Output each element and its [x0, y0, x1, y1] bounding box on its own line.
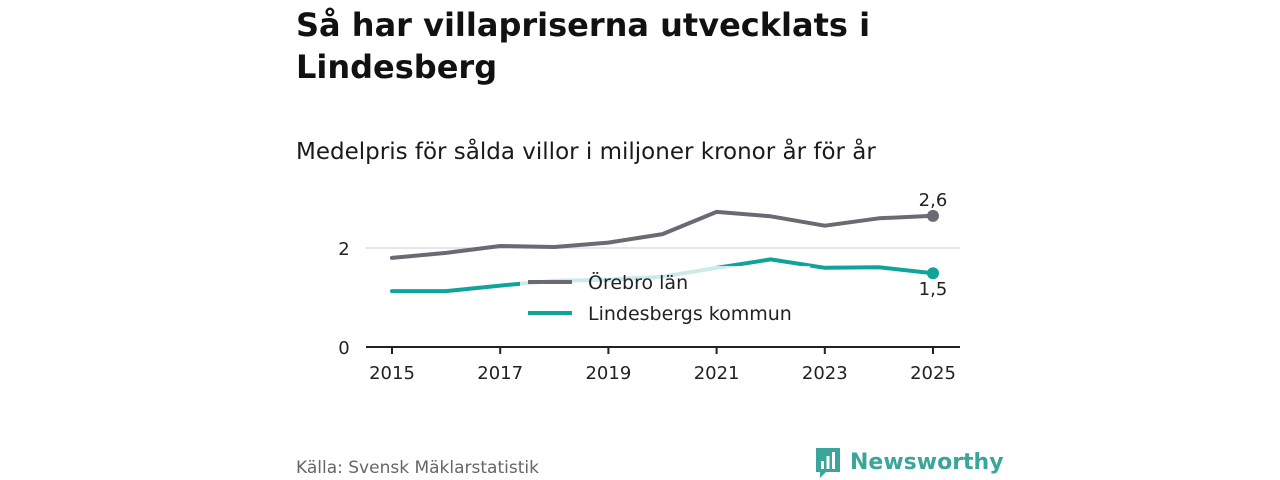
x-tick-label: 2015: [369, 363, 415, 384]
source-note: Källa: Svensk Mäklarstatistik: [296, 458, 539, 478]
series-end-point: [927, 267, 939, 280]
x-tick-label: 2017: [477, 363, 523, 384]
end-value-label: 1,5: [919, 279, 948, 300]
x-tick-label: 2019: [585, 363, 631, 384]
legend-label: Örebro län: [588, 271, 688, 294]
chart-title: Så har villapriserna utvecklats i Lindes…: [296, 6, 871, 86]
y-tick-label: 2: [338, 239, 349, 260]
x-tick-label: 2025: [910, 363, 956, 384]
legend-background: [520, 266, 810, 332]
newsworthy-logo-icon: [816, 448, 840, 478]
series-end-point: [927, 209, 939, 222]
legend-label: Lindesbergs kommun: [588, 303, 792, 325]
x-tick-label: 2021: [694, 363, 740, 384]
end-value-label: 2,6: [919, 190, 948, 211]
series-line-orebro-lan: [390, 209, 935, 260]
chart-subtitle: Medelpris för sålda villor i miljoner kr…: [296, 139, 876, 165]
y-tick-label: 0: [338, 338, 349, 359]
brand-name: Newsworthy: [850, 450, 1004, 475]
brand-logo[interactable]: Newsworthy: [814, 446, 1004, 480]
x-tick-label: 2023: [802, 363, 848, 384]
line-chart: 0 2 2015 2017 2019 2021 2023 2025 Örebro län Lin…: [338, 190, 960, 384]
